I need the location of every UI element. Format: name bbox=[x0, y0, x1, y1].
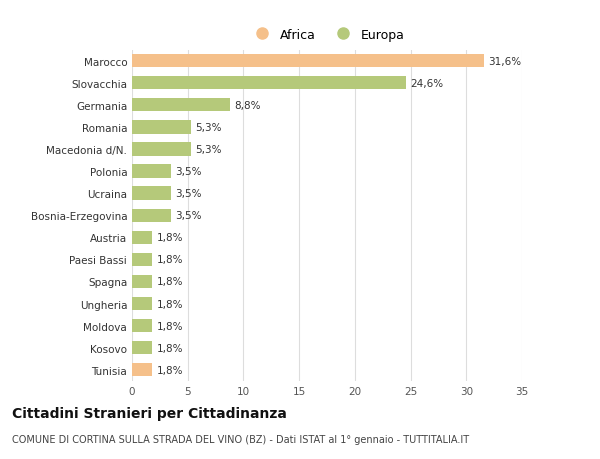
Text: 1,8%: 1,8% bbox=[157, 365, 183, 375]
Bar bbox=[132, 297, 152, 310]
Bar bbox=[132, 143, 191, 156]
Bar bbox=[132, 275, 152, 288]
Text: 31,6%: 31,6% bbox=[488, 56, 521, 67]
Text: 1,8%: 1,8% bbox=[157, 233, 183, 243]
Text: 24,6%: 24,6% bbox=[410, 78, 443, 89]
Text: 5,3%: 5,3% bbox=[196, 123, 222, 133]
Bar bbox=[132, 319, 152, 332]
Bar bbox=[132, 209, 171, 222]
Text: 1,8%: 1,8% bbox=[157, 299, 183, 309]
Text: 1,8%: 1,8% bbox=[157, 255, 183, 265]
Bar bbox=[132, 187, 171, 200]
Bar bbox=[132, 364, 152, 376]
Text: 5,3%: 5,3% bbox=[196, 145, 222, 155]
Bar bbox=[132, 121, 191, 134]
Legend: Africa, Europa: Africa, Europa bbox=[245, 24, 409, 47]
Text: 3,5%: 3,5% bbox=[175, 189, 202, 199]
Bar bbox=[132, 55, 484, 68]
Bar bbox=[132, 253, 152, 266]
Text: 3,5%: 3,5% bbox=[175, 211, 202, 221]
Text: 8,8%: 8,8% bbox=[235, 101, 261, 111]
Bar bbox=[132, 77, 406, 90]
Text: 1,8%: 1,8% bbox=[157, 321, 183, 331]
Text: 1,8%: 1,8% bbox=[157, 277, 183, 287]
Bar bbox=[132, 99, 230, 112]
Bar bbox=[132, 231, 152, 244]
Text: Cittadini Stranieri per Cittadinanza: Cittadini Stranieri per Cittadinanza bbox=[12, 406, 287, 420]
Text: 3,5%: 3,5% bbox=[175, 167, 202, 177]
Text: 1,8%: 1,8% bbox=[157, 343, 183, 353]
Bar bbox=[132, 341, 152, 354]
Text: COMUNE DI CORTINA SULLA STRADA DEL VINO (BZ) - Dati ISTAT al 1° gennaio - TUTTIT: COMUNE DI CORTINA SULLA STRADA DEL VINO … bbox=[12, 434, 469, 444]
Bar bbox=[132, 165, 171, 178]
